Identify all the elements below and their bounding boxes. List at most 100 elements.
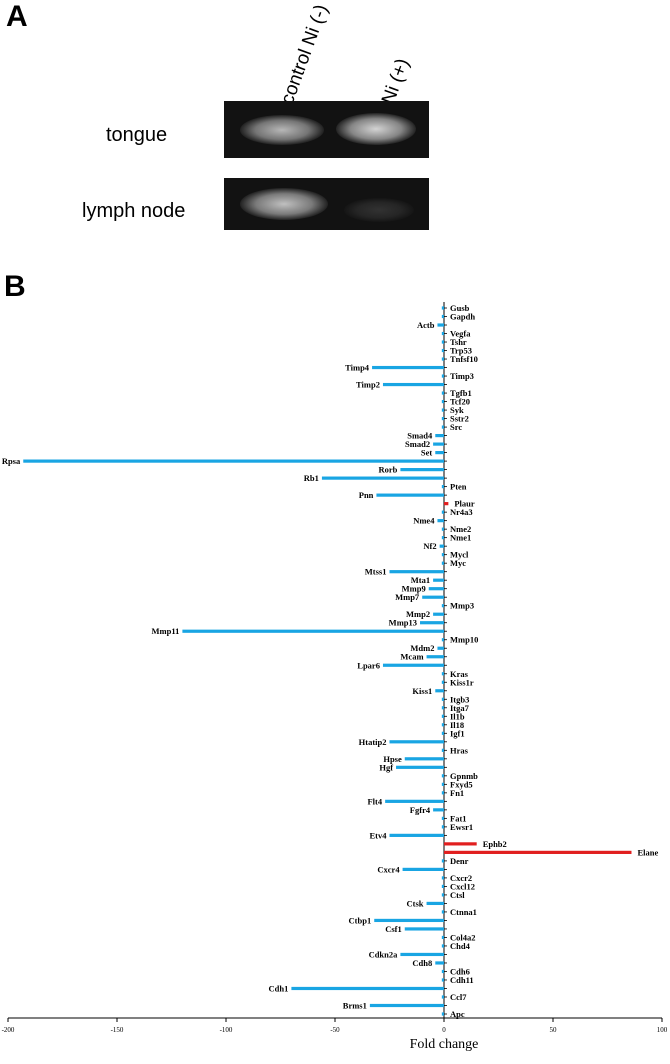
bar-elane (444, 850, 632, 854)
category-label: Flt4 (367, 796, 382, 806)
x-tick-label: 50 (550, 1026, 558, 1034)
bar-tnfsf10 (441, 357, 444, 361)
category-label: Timp3 (450, 371, 474, 381)
category-label: Mmp13 (389, 618, 417, 628)
category-label: Ctnna1 (450, 907, 477, 917)
bar-gusb (441, 306, 444, 310)
category-label: Ephb2 (483, 839, 507, 849)
category-label: Gusb (450, 303, 470, 313)
category-label: Col4a2 (450, 932, 476, 942)
category-label: Ewsr1 (450, 822, 473, 832)
bar-rpsa (23, 459, 444, 463)
bar-chd4 (441, 944, 444, 948)
category-label: Fn1 (450, 788, 464, 798)
category-label: Il1b (450, 711, 465, 721)
category-label: Fxyd5 (450, 779, 473, 789)
bar-flt4 (385, 799, 444, 803)
category-label: Ccl7 (450, 992, 467, 1002)
bar-hpse (404, 757, 444, 761)
bar-timp3 (441, 374, 444, 378)
category-label: Smad4 (407, 431, 433, 441)
category-label: Tgfb1 (450, 388, 472, 398)
category-label: Kiss1r (450, 677, 474, 687)
bar-kras (441, 672, 444, 676)
category-label: Cxcr4 (377, 864, 400, 874)
category-label: Mycl (450, 550, 469, 560)
bar-nme2 (441, 527, 444, 531)
x-tick-label: 100 (657, 1026, 668, 1034)
bar-nme4 (437, 519, 444, 523)
bar-smad2 (433, 442, 444, 446)
x-tick-label: -200 (2, 1026, 15, 1034)
gel-row-label-lymph-node: lymph node (82, 200, 186, 222)
bar-trp53 (441, 348, 444, 353)
category-label: Trp53 (450, 346, 472, 356)
category-label: Ctbp1 (349, 915, 372, 925)
x-tick-label: -100 (220, 1026, 233, 1034)
category-label: Elane (637, 847, 658, 857)
bar-il1b (441, 714, 444, 718)
category-label: Pten (450, 482, 467, 492)
bar-il18 (441, 723, 444, 727)
category-label: Chd4 (450, 941, 471, 951)
category-label: Itga7 (450, 703, 470, 713)
category-label: Denr (450, 856, 469, 866)
category-label: Cdkn2a (369, 949, 399, 959)
category-label: Ctsl (450, 890, 465, 900)
bar-rb1 (321, 476, 444, 480)
gel-band (240, 188, 328, 220)
category-label: Mmp11 (152, 626, 180, 636)
bar-ewsr1 (441, 825, 444, 829)
category-label: Set (421, 448, 433, 458)
category-label: Lpar6 (357, 660, 380, 670)
bar-cdh1 (291, 986, 444, 991)
lane-label-ni: Ni (+) (378, 55, 414, 108)
bar-tcf20 (441, 399, 444, 404)
category-label: Brms1 (343, 1000, 367, 1010)
x-tick-label: -50 (330, 1026, 340, 1034)
category-label: Igf1 (450, 728, 465, 738)
category-label: Kras (450, 669, 469, 679)
bar-mmp7 (422, 595, 444, 599)
bar-mmp2 (433, 612, 444, 616)
bar-timp2 (382, 382, 444, 387)
category-label: Vegfa (450, 329, 471, 339)
bar-timp4 (372, 365, 444, 370)
category-label: Tshr (450, 337, 467, 347)
bar-kiss1 (435, 689, 444, 693)
bar-cxcr2 (441, 876, 444, 880)
category-label: Mmp7 (395, 592, 420, 602)
category-label: Actb (417, 320, 435, 330)
bar-ctsk (426, 901, 444, 906)
category-label: Htatip2 (359, 737, 387, 747)
bar-col4a2 (441, 935, 444, 940)
category-label: Rorb (379, 465, 398, 475)
bar-brms1 (369, 1003, 444, 1008)
category-label: Mmp2 (406, 609, 430, 619)
bar-gapdh (441, 314, 444, 319)
bar-fxyd5 (441, 782, 444, 786)
bar-csf1 (404, 927, 444, 931)
bar-plaur (444, 502, 449, 506)
category-label: Csf1 (385, 924, 402, 934)
bar-mcam (426, 655, 444, 659)
category-label: Mmp3 (450, 601, 474, 611)
bar-src (441, 425, 444, 429)
bar-cdh6 (441, 969, 444, 974)
category-label: Cxcl12 (450, 881, 475, 891)
category-label: Hgf (379, 762, 393, 772)
category-label: Timp4 (345, 363, 370, 373)
bar-fgfr4 (433, 808, 444, 812)
lane-label-control: control Ni (-) (277, 1, 333, 108)
bar-myc (441, 561, 444, 565)
category-label: Apc (450, 1009, 465, 1019)
category-label: Myc (450, 558, 466, 568)
bar-cdh11 (441, 978, 444, 982)
category-label: Nme2 (450, 524, 471, 534)
bar-ephb2 (444, 842, 477, 846)
category-label: Hras (450, 745, 469, 755)
category-label: Mcam (400, 652, 423, 662)
category-label: Gpnmb (450, 771, 478, 781)
panel-b-letter: B (4, 270, 26, 303)
category-label: Gapdh (450, 312, 475, 322)
